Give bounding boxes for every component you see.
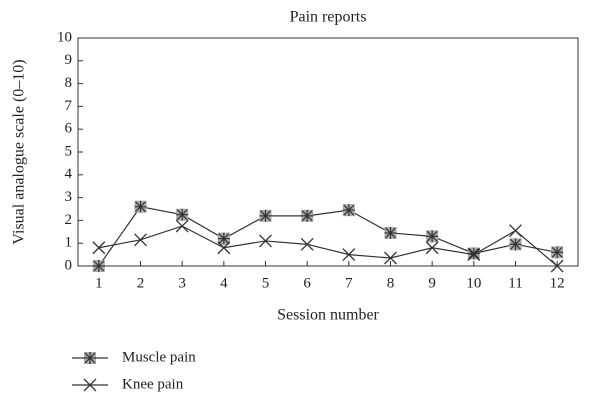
marker-stroke: [84, 352, 96, 364]
series-line: [98, 225, 558, 267]
marker: [217, 241, 231, 255]
marker-stroke: [176, 209, 188, 221]
marker: [301, 209, 314, 222]
x-tick-label: 1: [95, 275, 103, 291]
x-tick-label: 12: [550, 275, 565, 291]
marker-stroke: [467, 248, 481, 262]
legend-label: Muscle pain: [122, 349, 196, 365]
x-tick-label: 10: [466, 275, 481, 291]
y-tick-label: 10: [57, 29, 72, 45]
marker-stroke: [510, 238, 521, 250]
marker-stroke: [425, 241, 439, 255]
legend-label: Knee pain: [122, 376, 184, 392]
marker: [551, 246, 564, 259]
marker: [425, 241, 439, 255]
marker: [384, 226, 397, 239]
x-tick-label: 6: [303, 275, 311, 291]
marker: [509, 238, 522, 251]
marker-stroke: [135, 201, 146, 213]
marker-stroke: [134, 233, 147, 247]
marker-stroke: [259, 234, 272, 248]
marker: [259, 209, 272, 222]
legend-marker: [83, 378, 97, 392]
y-tick-label: 0: [65, 257, 73, 273]
marker-stroke: [83, 378, 97, 392]
marker: [342, 204, 355, 217]
marker-stroke: [342, 248, 356, 262]
marker: [259, 234, 272, 248]
marker: [550, 259, 564, 273]
marker-stroke: [550, 259, 564, 273]
x-tick-label: 2: [137, 275, 145, 291]
marker: [467, 248, 481, 262]
marker-stroke: [175, 219, 189, 233]
marker: [467, 247, 480, 260]
marker-stroke: [92, 241, 106, 255]
y-tick-label: 4: [65, 166, 73, 182]
marker: [134, 200, 147, 213]
x-tick-label: 11: [508, 275, 522, 291]
marker-stroke: [426, 230, 438, 242]
marker-stroke: [468, 248, 480, 259]
marker: [176, 208, 189, 221]
marker-stroke: [343, 204, 355, 216]
marker: [92, 260, 105, 272]
marker: [217, 232, 230, 245]
y-tick-label: 7: [65, 98, 73, 114]
y-tick-label: 6: [65, 121, 73, 137]
marker: [342, 248, 356, 262]
marker: [426, 230, 439, 243]
marker-stroke: [218, 233, 230, 245]
x-tick-label: 9: [428, 275, 436, 291]
y-tick-label: 5: [65, 143, 73, 159]
x-tick-label: 8: [387, 275, 395, 291]
chart-title: Pain reports: [290, 9, 367, 26]
marker: [92, 241, 106, 255]
marker: [84, 352, 96, 364]
y-axis-label: Visual analogue scale (0–10): [11, 59, 28, 244]
series-line: [98, 206, 558, 267]
x-tick-label: 7: [345, 275, 353, 291]
y-tick-label: 9: [65, 52, 73, 68]
marker-stroke: [509, 224, 522, 238]
y-tick-label: 3: [65, 189, 73, 205]
x-tick-label: 4: [220, 275, 228, 291]
x-tick-label: 3: [178, 275, 186, 291]
marker: [175, 219, 189, 233]
marker: [384, 251, 397, 265]
marker-stroke: [384, 251, 397, 265]
marker-stroke: [301, 210, 313, 222]
marker: [134, 233, 147, 247]
marker-stroke: [217, 241, 231, 255]
plot-frame: [77, 37, 579, 267]
marker-stroke: [551, 246, 563, 258]
marker-stroke: [385, 227, 396, 239]
marker: [509, 224, 522, 238]
y-tick-label: 1: [65, 235, 73, 251]
marker-stroke: [300, 237, 314, 251]
y-tick-label: 2: [65, 212, 73, 228]
x-axis-label: Session number: [277, 307, 379, 324]
marker: [300, 237, 314, 251]
marker: [83, 378, 97, 392]
marker-stroke: [93, 260, 105, 272]
x-tick-label: 5: [262, 275, 270, 291]
legend-marker: [84, 352, 96, 364]
y-tick-label: 8: [65, 75, 73, 91]
marker-stroke: [260, 210, 271, 222]
